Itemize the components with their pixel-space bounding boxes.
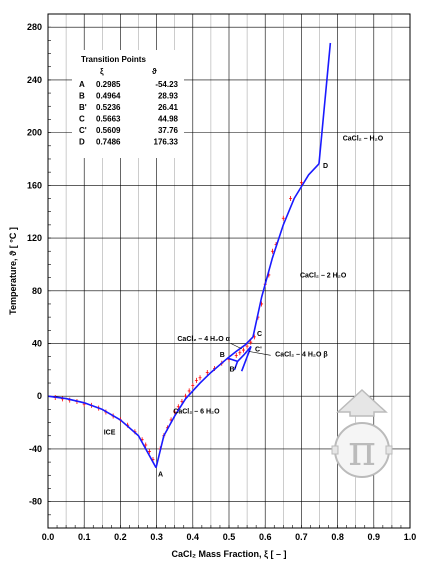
measured-point (234, 352, 238, 358)
measured-point (194, 377, 198, 383)
transition-points-table: Transition Points ξ ϑ A 0.2985 -54.23 B 0.49… (72, 50, 184, 158)
transition-point-labels: A B B' C C' D (158, 163, 328, 479)
y-tick-labels: -80 -40 0 40 80 120 160 200 240 280 (27, 22, 42, 506)
transition-row-theta: 44.98 (158, 115, 179, 124)
x-tick-labels: 0.0 0.1 0.2 0.3 0.4 0.5 0.6 0.7 0.8 0.9 1.0 (42, 532, 417, 542)
y-tick-label: -80 (29, 497, 42, 507)
transition-row-theta: 28.93 (158, 92, 179, 101)
transition-row-label: B (79, 92, 85, 101)
transition-point-label: C' (255, 346, 262, 353)
x-tick-label: 0.6 (259, 532, 272, 542)
measured-point (238, 350, 242, 356)
measured-point (281, 215, 285, 221)
region-labels: ICE CaCl₂ – 6 H₂O CaCl₂ – 4 H₂O α CaCl₂ – 4… (104, 136, 384, 437)
region-label: CaCl₂ – 4 H₂O β (275, 352, 328, 359)
transition-point-label: B (220, 352, 225, 359)
region-label: CaCl₂ – 4 H₂O α (177, 336, 230, 343)
transition-row-xi: 0.5663 (96, 115, 121, 124)
measured-point (299, 180, 303, 186)
x-tick-label: 1.0 (404, 532, 417, 542)
transition-table-header-theta: ϑ (152, 67, 157, 76)
transition-point-label: D (323, 163, 328, 170)
transition-row-xi: 0.4964 (96, 92, 121, 101)
y-tick-label: 160 (27, 180, 42, 190)
transition-table-header-xi: ξ (100, 67, 104, 76)
x-axis-title: CaCl₂ Mass Fraction, ξ [ – ] (171, 549, 286, 559)
measured-point (270, 248, 274, 254)
measured-point (173, 409, 177, 415)
transition-row-theta: 176.33 (154, 138, 179, 147)
phase-curve (252, 163, 320, 338)
phase-curve (318, 42, 332, 164)
transition-row-theta: -54.23 (155, 80, 178, 89)
measured-point (289, 196, 293, 202)
measured-point (241, 347, 245, 353)
y-tick-label: 200 (27, 128, 42, 138)
y-tick-label: 240 (27, 75, 42, 85)
x-tick-label: 0.4 (187, 532, 200, 542)
y-tick-label: 280 (27, 22, 42, 32)
pi-symbol: π (348, 426, 376, 475)
transition-row-xi: 0.2985 (96, 80, 121, 89)
measured-point (198, 375, 202, 381)
x-tick-label: 0.1 (78, 532, 91, 542)
transition-table-background (72, 50, 184, 158)
transition-row-xi: 0.7486 (96, 138, 121, 147)
region-label: CaCl₂ – H₂O (343, 136, 384, 143)
x-tick-label: 0.2 (114, 532, 127, 542)
y-tick-label: 40 (32, 338, 42, 348)
alpha-leader-line (230, 343, 242, 350)
phase-curve (233, 361, 239, 371)
phase-curves (47, 42, 332, 469)
transition-point-label: A (158, 472, 163, 479)
y-tick-label: 80 (32, 286, 42, 296)
transition-row-theta: 37.76 (158, 126, 179, 135)
measured-point (249, 339, 253, 345)
measured-point (245, 343, 249, 349)
y-tick-label: 0 (37, 391, 42, 401)
transition-row-label: B' (79, 103, 87, 112)
transition-row-label: A (79, 80, 85, 89)
y-axis-title: Temperature, ϑ [ °C ] (8, 227, 18, 315)
x-tick-label: 0.9 (368, 532, 381, 542)
y-tick-label: 120 (27, 233, 42, 243)
measured-point (144, 442, 148, 448)
phase-curve (227, 345, 252, 363)
x-tick-label: 0.8 (331, 532, 344, 542)
y-tick-label: -40 (29, 444, 42, 454)
transition-row-xi: 0.5236 (96, 103, 121, 112)
measured-point (191, 383, 195, 389)
phase-curve (155, 357, 229, 468)
phase-curve (47, 395, 157, 469)
transition-table-rows: A 0.2985 -54.23 B 0.4964 28.93 B' 0.5236 26.41 C 0… (79, 80, 179, 147)
region-label: CaCl₂ – 2 H₂O (300, 273, 347, 280)
phase-curve (240, 346, 252, 372)
pi-logo: π (331, 388, 393, 478)
transition-row-xi: 0.5609 (96, 126, 121, 135)
logo-side-right (385, 445, 393, 455)
logo-side-left (331, 445, 339, 455)
plot-frame (47, 13, 411, 529)
transition-row-label: C (79, 115, 85, 124)
transition-row-label: D (79, 138, 85, 147)
region-label: ICE (104, 429, 116, 436)
transition-row-theta: 26.41 (158, 103, 179, 112)
measured-point (147, 449, 151, 455)
transition-table-title: Transition Points (81, 55, 146, 64)
transition-point-label: B' (230, 366, 237, 373)
x-tick-label: 0.0 (42, 532, 55, 542)
transition-point-label: C (257, 331, 262, 338)
measured-point (205, 369, 209, 375)
measured-point (187, 388, 191, 394)
beta-leader-line (248, 351, 271, 356)
region-label: CaCl₂ – 6 H₂O (173, 408, 220, 415)
measured-point (176, 404, 180, 410)
x-tick-label: 0.7 (295, 532, 308, 542)
x-tick-label: 0.5 (223, 532, 236, 542)
logo-arrow-up (336, 388, 388, 417)
transition-row-label: C' (79, 126, 87, 135)
x-tick-label: 0.3 (150, 532, 163, 542)
